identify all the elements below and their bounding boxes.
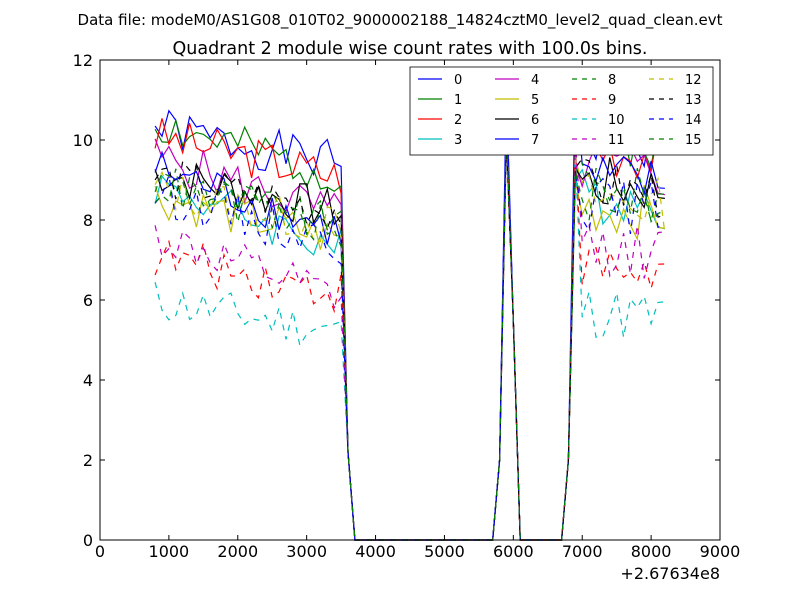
series-line-11 bbox=[154, 131, 665, 541]
legend-label-0: 0 bbox=[454, 73, 462, 88]
legend-label-12: 12 bbox=[685, 73, 702, 88]
legend-label-13: 13 bbox=[685, 93, 702, 108]
legend-label-15: 15 bbox=[685, 133, 702, 148]
ticks-layer: 0 1000 2000 3000 4000 5000 6000 7000 8000 9000 0 2 4… bbox=[73, 51, 741, 561]
legend-label-6: 6 bbox=[531, 113, 539, 128]
x-tick-label: 5000 bbox=[424, 542, 465, 561]
x-tick-label: 7000 bbox=[562, 542, 603, 561]
legend-label-3: 3 bbox=[454, 133, 462, 148]
legend-box bbox=[409, 66, 714, 156]
x-tick-label: 6000 bbox=[493, 542, 534, 561]
legend-label-7: 7 bbox=[531, 133, 539, 148]
legend-label-2: 2 bbox=[454, 113, 462, 128]
y-tick-label: 12 bbox=[73, 51, 93, 70]
series-line-15 bbox=[154, 135, 666, 541]
legend-label-8: 8 bbox=[608, 73, 616, 88]
legend-label-9: 9 bbox=[608, 93, 616, 108]
chart-title: Quadrant 2 module wise count rates with … bbox=[173, 39, 648, 59]
x-offset-label: +2.67634e8 bbox=[620, 564, 720, 583]
series-line-8 bbox=[154, 127, 665, 541]
series-line-4 bbox=[154, 115, 666, 541]
legend-label-5: 5 bbox=[531, 93, 539, 108]
series-line-10 bbox=[154, 131, 665, 541]
y-tick-label: 8 bbox=[83, 211, 93, 230]
series-line-14 bbox=[154, 127, 666, 541]
series-line-13 bbox=[154, 139, 666, 541]
y-tick-label: 4 bbox=[83, 371, 93, 390]
series-line-6 bbox=[154, 115, 665, 541]
x-tick-label: 2000 bbox=[217, 542, 258, 561]
legend-label-10: 10 bbox=[608, 113, 625, 128]
legend-label-1: 1 bbox=[454, 93, 462, 108]
legend-label-4: 4 bbox=[531, 73, 539, 88]
x-tick-label: 0 bbox=[95, 542, 105, 561]
chart-suptitle: Data file: modeM0/AS1G08_010T02_90000021… bbox=[78, 11, 723, 30]
y-tick-label: 0 bbox=[83, 531, 93, 550]
y-tick-label: 10 bbox=[73, 131, 93, 150]
series-line-5 bbox=[154, 135, 665, 541]
legend-label-11: 11 bbox=[608, 133, 625, 148]
x-tick-label: 8000 bbox=[631, 542, 672, 561]
y-tick-label: 2 bbox=[83, 451, 93, 470]
y-tick-label: 6 bbox=[83, 291, 93, 310]
series-line-12 bbox=[154, 123, 666, 541]
x-tick-label: 4000 bbox=[355, 542, 396, 561]
series-layer bbox=[154, 79, 666, 541]
legend-label-14: 14 bbox=[685, 113, 702, 128]
x-tick-label: 9000 bbox=[700, 542, 741, 561]
x-tick-label: 3000 bbox=[286, 542, 327, 561]
x-tick-label: 1000 bbox=[149, 542, 190, 561]
series-line-7 bbox=[154, 79, 665, 541]
